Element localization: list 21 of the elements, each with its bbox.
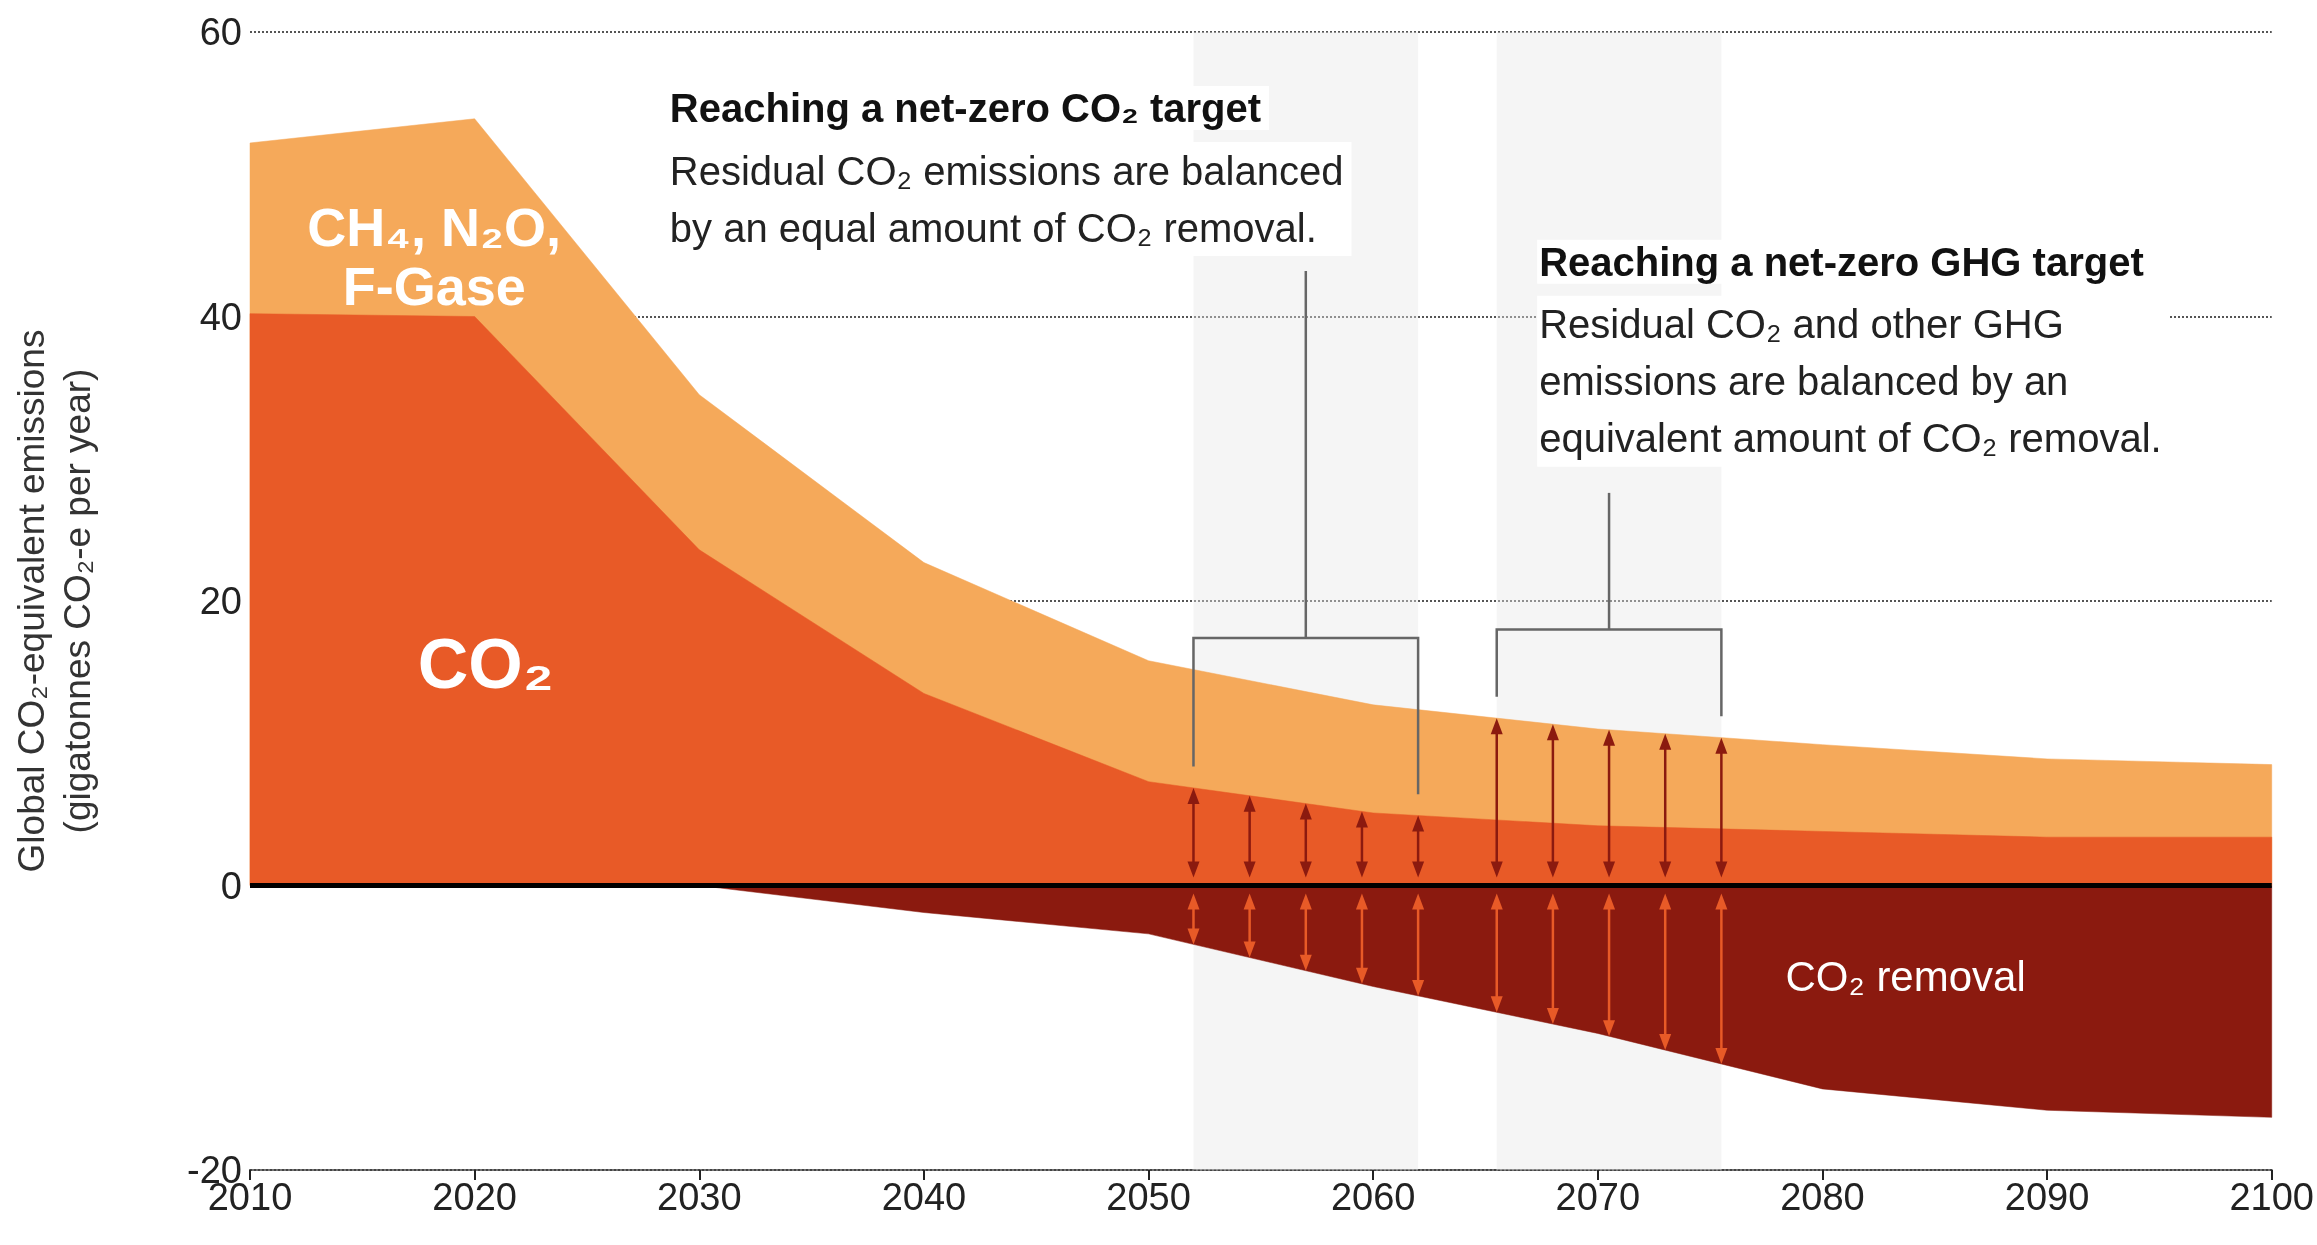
x-tick-label: 2090 [2004, 1176, 2090, 1218]
x-tick-label: 2040 [881, 1176, 967, 1218]
series-label: CO₂ [417, 624, 554, 703]
x-tick-label: 2060 [1330, 1176, 1416, 1218]
annotation: Residual CO₂ emissions are balanced by an equal amount of CO₂ removal. [669, 148, 1344, 250]
x-tick-label: 2030 [657, 1176, 742, 1218]
x-tick-label: 2020 [432, 1176, 517, 1218]
series-label: CO₂ removal [1785, 953, 2026, 1001]
band-label: Reaching a net-zero CO₂ target [669, 86, 1262, 131]
y-tick-label: 60 [199, 11, 242, 53]
x-tick-label: 2080 [1780, 1176, 1865, 1218]
annotation: Residual CO₂ and other GHG emissions are balanced by an equivalent amount of CO₂ removal. [1539, 302, 2162, 461]
x-tick-label: 2100 [2229, 1176, 2315, 1218]
x-tick-label: 2050 [1106, 1176, 1191, 1218]
y-tick-label: 20 [199, 580, 242, 622]
series-label: CH₄, N₂O, F-Gase [307, 197, 562, 317]
y-axis-title: Global CO₂-equivalent emissions (gigatonnes CO₂-e per year) [10, 329, 98, 873]
x-tick-label: 2070 [1555, 1176, 1641, 1218]
y-tick-label: 40 [199, 295, 242, 338]
band-label: Reaching a net-zero GHG target [1539, 239, 2144, 284]
y-tick-label: 0 [220, 864, 242, 907]
